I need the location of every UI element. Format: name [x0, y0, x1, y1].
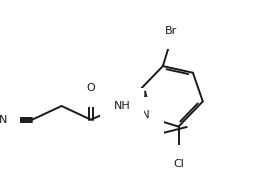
Text: Cl: Cl — [173, 159, 184, 169]
Text: O: O — [86, 83, 95, 93]
Text: HN: HN — [133, 110, 150, 120]
Text: Br: Br — [165, 26, 177, 36]
Text: N: N — [0, 115, 7, 125]
Text: NH: NH — [114, 101, 131, 111]
